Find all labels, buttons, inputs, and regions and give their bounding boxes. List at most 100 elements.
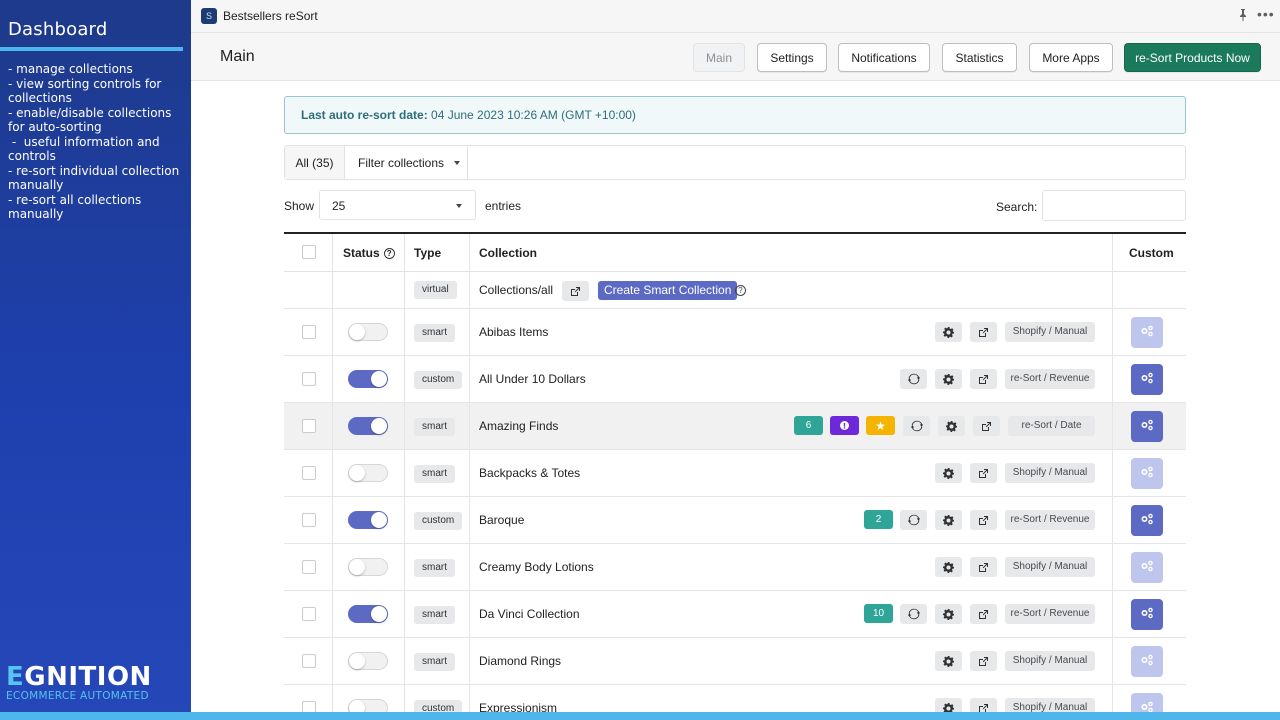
- more-options-icon[interactable]: •••: [1257, 6, 1275, 22]
- table-row: virtual Collections/all Create Smart Col…: [284, 272, 1186, 309]
- gear-icon[interactable]: [935, 322, 962, 342]
- row-checkbox[interactable]: [302, 419, 316, 433]
- auto-sort-toggle[interactable]: [348, 511, 388, 529]
- egnition-logo: EGNITION ECOMMERCE AUTOMATED: [6, 662, 152, 702]
- auto-sort-toggle[interactable]: [348, 323, 388, 341]
- auto-sort-toggle[interactable]: [348, 699, 388, 712]
- auto-sort-toggle[interactable]: [348, 558, 388, 576]
- row-checkbox[interactable]: [302, 560, 316, 574]
- type-badge: smart: [414, 559, 455, 577]
- row-checkbox[interactable]: [302, 372, 316, 386]
- external-link-icon[interactable]: [970, 510, 997, 530]
- sort-method-label: Shopify / Manual: [1005, 651, 1095, 671]
- custom-settings-icon: [1140, 324, 1154, 342]
- all-collections-tab[interactable]: All (35): [285, 146, 345, 179]
- external-link-icon[interactable]: [562, 281, 589, 301]
- resort-products-now-button[interactable]: re-Sort Products Now: [1124, 43, 1261, 72]
- row-checkbox[interactable]: [302, 701, 316, 712]
- product-count-badge[interactable]: 2: [864, 510, 893, 529]
- collection-name: Baroque: [479, 513, 525, 527]
- custom-settings-button[interactable]: [1131, 552, 1163, 583]
- row-checkbox[interactable]: [302, 466, 316, 480]
- product-count-badge[interactable]: 10: [864, 604, 893, 623]
- external-link-icon[interactable]: [973, 416, 1000, 436]
- select-all-checkbox[interactable]: [302, 245, 316, 259]
- custom-settings-button[interactable]: [1131, 411, 1163, 442]
- row-checkbox[interactable]: [302, 513, 316, 527]
- filter-collections-dropdown[interactable]: Filter collections: [345, 146, 468, 179]
- custom-settings-button[interactable]: [1131, 646, 1163, 677]
- auto-sort-toggle[interactable]: [348, 605, 388, 623]
- statistics-button[interactable]: Statistics: [942, 43, 1017, 72]
- gear-icon[interactable]: [938, 416, 965, 436]
- row-checkbox[interactable]: [302, 607, 316, 621]
- toggle-knob: [349, 559, 365, 575]
- external-link-icon[interactable]: [970, 651, 997, 671]
- auto-sort-toggle[interactable]: [348, 652, 388, 670]
- table-row: custom Expressionism Shopify / Manual: [284, 685, 1186, 712]
- gear-icon[interactable]: [935, 698, 962, 712]
- type-badge: virtual: [414, 281, 457, 299]
- status-header[interactable]: Status ?: [343, 234, 395, 272]
- info-icon[interactable]: [830, 416, 859, 435]
- row-checkbox[interactable]: [302, 325, 316, 339]
- star-icon[interactable]: ★: [866, 416, 895, 435]
- help-icon[interactable]: ?: [735, 285, 746, 296]
- resort-sync-icon[interactable]: [900, 604, 927, 624]
- external-link-icon[interactable]: [970, 557, 997, 577]
- chevron-down-icon: [454, 160, 461, 165]
- toggle-knob: [349, 653, 365, 669]
- search-input[interactable]: [1042, 190, 1186, 221]
- gear-icon[interactable]: [935, 463, 962, 483]
- custom-settings-button[interactable]: [1131, 693, 1163, 712]
- sort-method-label: re-Sort / Revenue: [1005, 510, 1095, 530]
- external-link-icon[interactable]: [970, 698, 997, 712]
- main-button[interactable]: Main: [693, 43, 745, 72]
- entries-label: entries: [485, 199, 522, 213]
- create-smart-collection-button[interactable]: Create Smart Collection: [598, 281, 738, 300]
- external-link-icon[interactable]: [970, 604, 997, 624]
- custom-settings-button[interactable]: [1131, 317, 1163, 348]
- table-row: custom Baroque re-Sort / Revenue 2: [284, 497, 1186, 544]
- collection-header[interactable]: Collection: [479, 246, 538, 260]
- settings-button[interactable]: Settings: [757, 43, 827, 72]
- notice-value: 04 June 2023 10:26 AM (GMT +10:00): [427, 108, 636, 122]
- gear-icon[interactable]: [935, 510, 962, 530]
- resort-sync-icon[interactable]: [900, 510, 927, 530]
- auto-sort-toggle[interactable]: [348, 417, 388, 435]
- toggle-knob: [349, 700, 365, 712]
- resort-sync-icon[interactable]: [900, 369, 927, 389]
- custom-settings-icon: [1140, 653, 1154, 671]
- external-link-icon[interactable]: [970, 463, 997, 483]
- custom-settings-button[interactable]: [1131, 458, 1163, 489]
- type-header[interactable]: Type: [414, 246, 442, 260]
- sort-method-label: Shopify / Manual: [1005, 698, 1095, 712]
- external-link-icon[interactable]: [970, 322, 997, 342]
- gear-icon[interactable]: [935, 604, 962, 624]
- promo-feature-item: - view sorting controls for collections: [8, 76, 166, 106]
- custom-settings-button[interactable]: [1131, 364, 1163, 395]
- toggle-knob: [371, 418, 387, 434]
- gear-icon[interactable]: [935, 369, 962, 389]
- help-icon[interactable]: ?: [383, 247, 395, 259]
- custom-settings-button[interactable]: [1131, 505, 1163, 536]
- product-count-badge[interactable]: 6: [794, 416, 823, 435]
- type-badge: custom: [414, 700, 463, 712]
- promo-feature-item: - re-sort all collections manually: [8, 192, 146, 222]
- row-checkbox[interactable]: [302, 654, 316, 668]
- toggle-knob: [371, 512, 387, 528]
- pin-icon[interactable]: [1237, 8, 1249, 22]
- entries-per-page-select[interactable]: 25: [319, 190, 476, 220]
- collection-name: Abibas Items: [479, 325, 549, 339]
- gear-icon[interactable]: [935, 651, 962, 671]
- external-link-icon[interactable]: [970, 369, 997, 389]
- resort-sync-icon[interactable]: [903, 416, 930, 436]
- sort-method-label: Shopify / Manual: [1005, 557, 1095, 577]
- auto-sort-toggle[interactable]: [348, 370, 388, 388]
- more-apps-button[interactable]: More Apps: [1029, 43, 1113, 72]
- auto-sort-toggle[interactable]: [348, 464, 388, 482]
- sort-method-label: re-Sort / Date: [1008, 416, 1095, 436]
- notifications-button[interactable]: Notifications: [838, 43, 930, 72]
- gear-icon[interactable]: [935, 557, 962, 577]
- custom-settings-button[interactable]: [1131, 599, 1163, 630]
